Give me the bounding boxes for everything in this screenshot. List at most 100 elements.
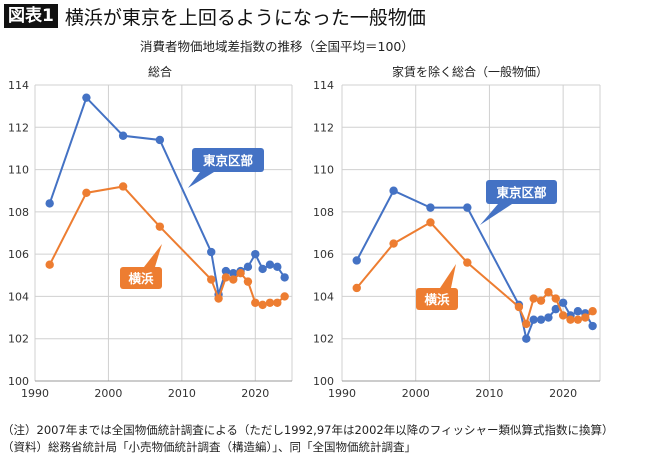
data-point-1 — [573, 315, 583, 324]
data-point-0 — [573, 307, 583, 316]
x-tick-label: 2010 — [475, 387, 503, 400]
data-point-0 — [265, 260, 275, 269]
data-point-1 — [207, 275, 216, 284]
data-point-0 — [229, 268, 238, 278]
title-row: 図表1 横浜が東京を上回るようになった一般物価 — [4, 3, 426, 29]
data-point-0 — [155, 135, 165, 145]
data-point-1 — [581, 313, 590, 322]
x-tick-label: 2020 — [549, 387, 577, 400]
data-point-1 — [588, 307, 597, 316]
chart-panel-1: 家賃を除く総合（一般物価） 100 102 104 106 108 110 112 114 199… — [313, 64, 601, 400]
y-tick-label: 106 — [313, 248, 334, 261]
callout-box — [120, 267, 162, 289]
chart-title: 総合 — [148, 64, 172, 79]
data-point-1 — [221, 273, 231, 282]
figure-subtitle: 消費者物価地域差指数の推移（全国平均＝100） — [140, 39, 414, 54]
callout-tail — [188, 172, 214, 188]
y-tick-label: 100 — [313, 375, 334, 388]
data-point-1 — [529, 294, 538, 303]
data-point-0 — [207, 247, 216, 257]
x-tick-label: 2010 — [168, 387, 196, 400]
data-point-1 — [82, 188, 91, 198]
figure-title: 横浜が東京を上回るようになった一般物価 — [64, 6, 426, 29]
data-point-0 — [588, 321, 597, 331]
data-point-0 — [529, 315, 538, 324]
data-point-1 — [280, 292, 289, 301]
y-tick-label: 102 — [313, 333, 334, 346]
data-point-1 — [544, 288, 553, 297]
data-point-0 — [280, 273, 289, 282]
data-point-1 — [558, 311, 568, 320]
data-point-1 — [236, 268, 245, 278]
note-text: （注）2007年までは全国物価統計調査による（ただし1992,97年は2002年… — [2, 423, 614, 437]
y-tick-label: 112 — [313, 121, 334, 134]
data-point-0 — [352, 256, 361, 265]
legend-label-1: 横浜 — [128, 271, 154, 286]
data-point-1 — [214, 294, 223, 303]
data-point-1 — [251, 298, 260, 307]
data-point-1 — [258, 300, 267, 310]
series-line-0 — [355, 189, 594, 343]
data-point-1 — [265, 298, 275, 307]
callout-box — [192, 148, 264, 172]
callout-tail — [480, 204, 512, 225]
data-point-1 — [522, 319, 531, 329]
data-point-1 — [352, 283, 361, 293]
data-point-0 — [551, 304, 560, 314]
y-tick-label: 108 — [313, 206, 334, 219]
data-point-1 — [389, 239, 398, 248]
data-point-0 — [558, 298, 568, 307]
series-line-1 — [48, 185, 286, 306]
data-point-0 — [544, 313, 553, 322]
data-point-0 — [536, 315, 546, 324]
data-point-0 — [522, 334, 531, 343]
y-tick-label: 110 — [313, 164, 334, 177]
data-point-1 — [118, 182, 128, 191]
x-tick-label: 2000 — [94, 387, 122, 400]
data-point-1 — [426, 218, 435, 227]
data-point-0 — [273, 262, 282, 272]
data-point-0 — [426, 203, 435, 212]
chart-title: 家賃を除く総合（一般物価） — [392, 64, 548, 79]
legend-label-0: 東京区部 — [496, 185, 547, 200]
x-tick-label: 1990 — [21, 387, 49, 400]
x-tick-label: 2000 — [402, 387, 430, 400]
data-point-0 — [45, 199, 54, 208]
legend-label-1: 横浜 — [424, 292, 450, 307]
y-tick-label: 102 — [8, 333, 29, 346]
source-text: （資料）総務省統計局「小売物価統計調査（構造編）」、同「全国物価統計調査」 — [2, 440, 416, 454]
callout-box — [486, 180, 557, 204]
x-tick-label: 1990 — [328, 387, 356, 400]
data-point-0 — [258, 264, 267, 274]
y-tick-label: 100 — [8, 375, 29, 388]
y-tick-label: 106 — [8, 248, 29, 261]
chart-panel-0: 総合 100 102 104 106 108 110 112 114 1990 2000 2010 20… — [8, 64, 293, 400]
y-tick-label: 112 — [8, 121, 29, 134]
callout-tail — [440, 264, 456, 288]
data-point-0 — [82, 93, 91, 102]
data-point-0 — [389, 186, 398, 195]
y-tick-label: 110 — [8, 164, 29, 177]
data-point-0 — [221, 266, 231, 276]
data-point-1 — [536, 296, 546, 305]
y-tick-label: 104 — [8, 290, 29, 303]
notes: （注）2007年までは全国物価統計調査による（ただし1992,97年は2002年… — [2, 422, 614, 456]
y-tick-label: 114 — [313, 79, 334, 92]
callout-box — [416, 288, 458, 310]
data-point-0 — [118, 131, 128, 140]
data-point-0 — [243, 262, 253, 272]
data-point-1 — [514, 302, 524, 312]
data-point-1 — [273, 298, 282, 307]
figure-tag: 図表1 — [4, 4, 58, 28]
legend-label-0: 東京区部 — [203, 153, 254, 168]
data-point-0 — [251, 249, 260, 259]
data-point-0 — [463, 203, 472, 212]
y-tick-label: 114 — [8, 79, 29, 92]
data-point-1 — [243, 277, 253, 286]
y-tick-label: 108 — [8, 206, 29, 219]
data-point-1 — [551, 294, 560, 303]
data-point-1 — [229, 275, 238, 284]
data-point-1 — [45, 260, 54, 269]
